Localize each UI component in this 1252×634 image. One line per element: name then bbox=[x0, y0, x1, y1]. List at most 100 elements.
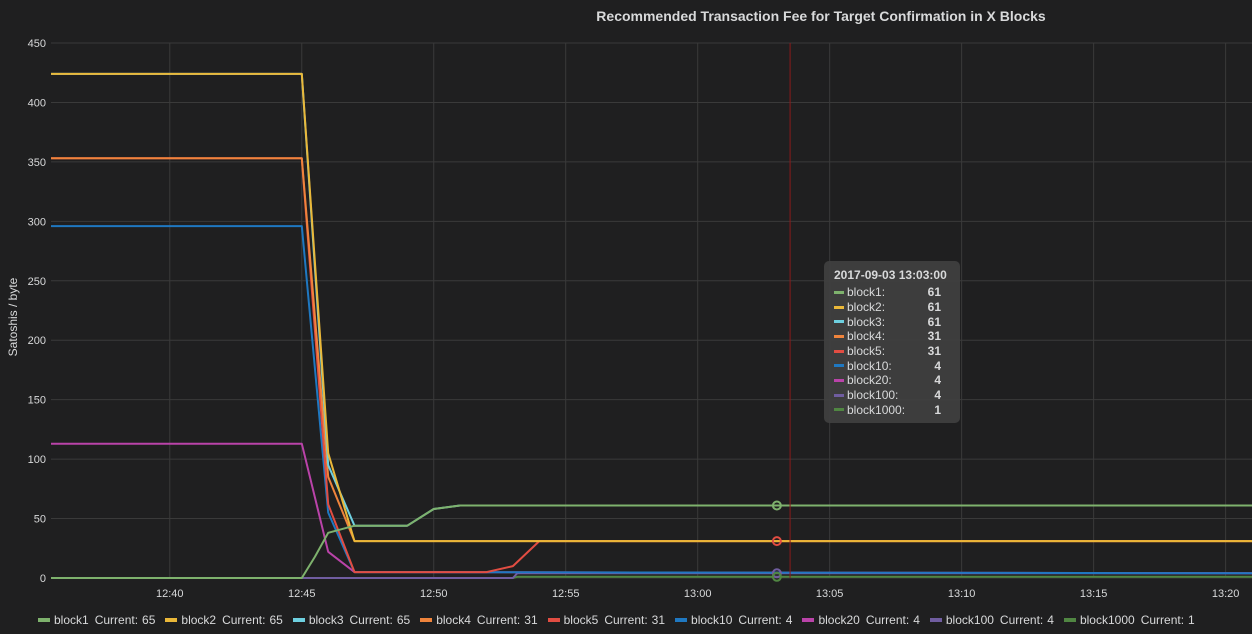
legend-swatch bbox=[38, 618, 50, 622]
y-tick-label: 400 bbox=[28, 97, 46, 109]
chart-legend: block1 Current: 65 block2 Current: 65 block3 Cu… bbox=[38, 612, 1205, 628]
legend-item-block100[interactable]: block100 Current: 4 bbox=[929, 613, 1054, 627]
legend-item-block2[interactable]: block2 Current: 65 bbox=[165, 613, 283, 627]
legend-swatch bbox=[929, 618, 942, 622]
tooltip-series-value: 31 bbox=[927, 329, 941, 344]
tooltip-row: block100: 4 bbox=[834, 388, 952, 403]
chart-series bbox=[51, 72, 1252, 579]
hover-point-marker bbox=[771, 536, 782, 547]
x-tick-label: 13:15 bbox=[1080, 588, 1108, 600]
hover-markers bbox=[771, 500, 782, 582]
y-axis-label: Satoshis / byte bbox=[6, 277, 20, 356]
tooltip-series-name: block100: bbox=[847, 388, 899, 403]
x-tick-label: 13:05 bbox=[816, 588, 844, 600]
legend-item-block1[interactable]: block1 Current: 65 bbox=[38, 613, 155, 627]
hover-point-marker bbox=[771, 571, 782, 582]
hover-point-marker bbox=[771, 500, 782, 511]
tooltip-rows: block1: 61 block2: 61 block3: 61 block4: 31 bloc… bbox=[834, 285, 952, 417]
legend-current-value: 65 bbox=[142, 613, 156, 627]
chart-grid bbox=[51, 42, 1252, 579]
y-tick-label: 300 bbox=[28, 216, 46, 228]
tooltip-row: block4: 31 bbox=[834, 329, 952, 344]
tooltip-series-name: block2: bbox=[847, 300, 886, 315]
tooltip-swatch bbox=[834, 305, 844, 309]
y-tick-label: 200 bbox=[28, 335, 46, 347]
series-line-block2 bbox=[51, 72, 1252, 543]
series-line-block4 bbox=[51, 157, 1252, 543]
legend-current-label: Current: bbox=[738, 613, 782, 627]
hover-tooltip: 2017-09-03 13:03:00 block1: 61 block2: 61 bl… bbox=[824, 261, 960, 424]
legend-series-name: block10 bbox=[691, 613, 733, 627]
tooltip-row: block10: 4 bbox=[834, 358, 952, 373]
tooltip-series-value: 4 bbox=[934, 373, 941, 388]
legend-item-block5[interactable]: block5 Current: 31 bbox=[547, 613, 666, 627]
tooltip-swatch bbox=[834, 349, 844, 353]
tooltip-swatch bbox=[834, 334, 844, 338]
legend-current-label: Current: bbox=[1140, 613, 1185, 627]
legend-item-block3[interactable]: block3 Current: 65 bbox=[292, 613, 410, 627]
y-tick-label: 350 bbox=[28, 157, 46, 169]
tooltip-series-value: 4 bbox=[934, 388, 941, 403]
tooltip-row: block1000: 1 bbox=[834, 403, 952, 418]
tooltip-series-value: 61 bbox=[927, 300, 941, 315]
series-line-block20 bbox=[51, 442, 1252, 575]
x-tick-label: 12:50 bbox=[420, 588, 448, 600]
tooltip-series-value: 1 bbox=[934, 402, 941, 417]
tooltip-swatch bbox=[834, 290, 844, 294]
legend-current-value: 65 bbox=[269, 613, 283, 627]
y-tick-label: 250 bbox=[28, 276, 46, 288]
x-axis-ticks: 12:40 12:45 12:50 12:55 13:00 13:05 13:10 13:15… bbox=[156, 588, 1239, 600]
legend-series-name: block1000 bbox=[1079, 613, 1135, 627]
tooltip-row: block2: 61 bbox=[834, 300, 952, 315]
legend-series-name: block5 bbox=[563, 613, 599, 627]
y-tick-label: 100 bbox=[28, 454, 46, 466]
legend-swatch bbox=[292, 618, 305, 622]
legend-current-value: 31 bbox=[524, 613, 538, 627]
tooltip-series-value: 61 bbox=[927, 314, 941, 329]
y-tick-label: 150 bbox=[28, 395, 46, 407]
tooltip-row: block20: 4 bbox=[834, 373, 952, 388]
legend-series-name: block100 bbox=[945, 613, 994, 627]
tooltip-series-name: block4: bbox=[847, 329, 886, 344]
tooltip-row: block3: 61 bbox=[834, 314, 952, 329]
tooltip-series-value: 4 bbox=[934, 358, 941, 373]
tooltip-row: block5: 31 bbox=[834, 344, 952, 359]
series-line-block1 bbox=[51, 504, 1252, 579]
y-axis-ticks: 0 50 100 150 200 250 300 350 400 450 bbox=[28, 38, 46, 585]
legend-current-label: Current: bbox=[999, 613, 1044, 627]
legend-series-name: block20 bbox=[818, 613, 860, 627]
legend-swatch bbox=[165, 618, 178, 622]
series-line-block3 bbox=[51, 72, 1252, 527]
series-line-block5 bbox=[51, 157, 1252, 574]
legend-series-name: block3 bbox=[308, 613, 344, 627]
legend-current-value: 1 bbox=[1188, 613, 1195, 627]
legend-current-value: 31 bbox=[651, 613, 666, 627]
tooltip-swatch bbox=[834, 408, 844, 412]
legend-item-block20[interactable]: block20 Current: 4 bbox=[802, 613, 920, 627]
tooltip-series-name: block5: bbox=[847, 344, 886, 359]
y-tick-label: 450 bbox=[28, 38, 46, 50]
tooltip-time: 2017-09-03 13:03:00 bbox=[834, 268, 947, 282]
tooltip-swatch bbox=[834, 393, 844, 397]
tooltip-series-name: block3: bbox=[847, 314, 886, 329]
legend-swatch bbox=[547, 618, 560, 622]
series-line-block10 bbox=[51, 225, 1252, 575]
legend-swatch bbox=[675, 618, 688, 622]
legend-item-block4[interactable]: block4 Current: 31 bbox=[420, 613, 538, 627]
legend-current-label: Current: bbox=[476, 613, 521, 627]
x-tick-label: 12:55 bbox=[552, 588, 580, 600]
tooltip-series-name: block1: bbox=[847, 285, 886, 300]
tooltip-series-name: block1000: bbox=[847, 402, 906, 417]
tooltip-series-name: block20: bbox=[847, 373, 892, 388]
x-tick-label: 13:00 bbox=[684, 588, 712, 600]
legend-current-value: 4 bbox=[785, 613, 793, 627]
legend-item-block1000[interactable]: block1000 Current: 1 bbox=[1063, 613, 1195, 627]
legend-current-label: Current: bbox=[222, 613, 266, 627]
legend-swatch bbox=[1063, 618, 1076, 622]
x-tick-label: 13:10 bbox=[948, 588, 976, 600]
hover-point-marker bbox=[771, 568, 782, 579]
tooltip-series-value: 31 bbox=[927, 344, 941, 359]
legend-item-block10[interactable]: block10 Current: 4 bbox=[675, 613, 792, 627]
tooltip-series-name: block10: bbox=[847, 358, 892, 373]
